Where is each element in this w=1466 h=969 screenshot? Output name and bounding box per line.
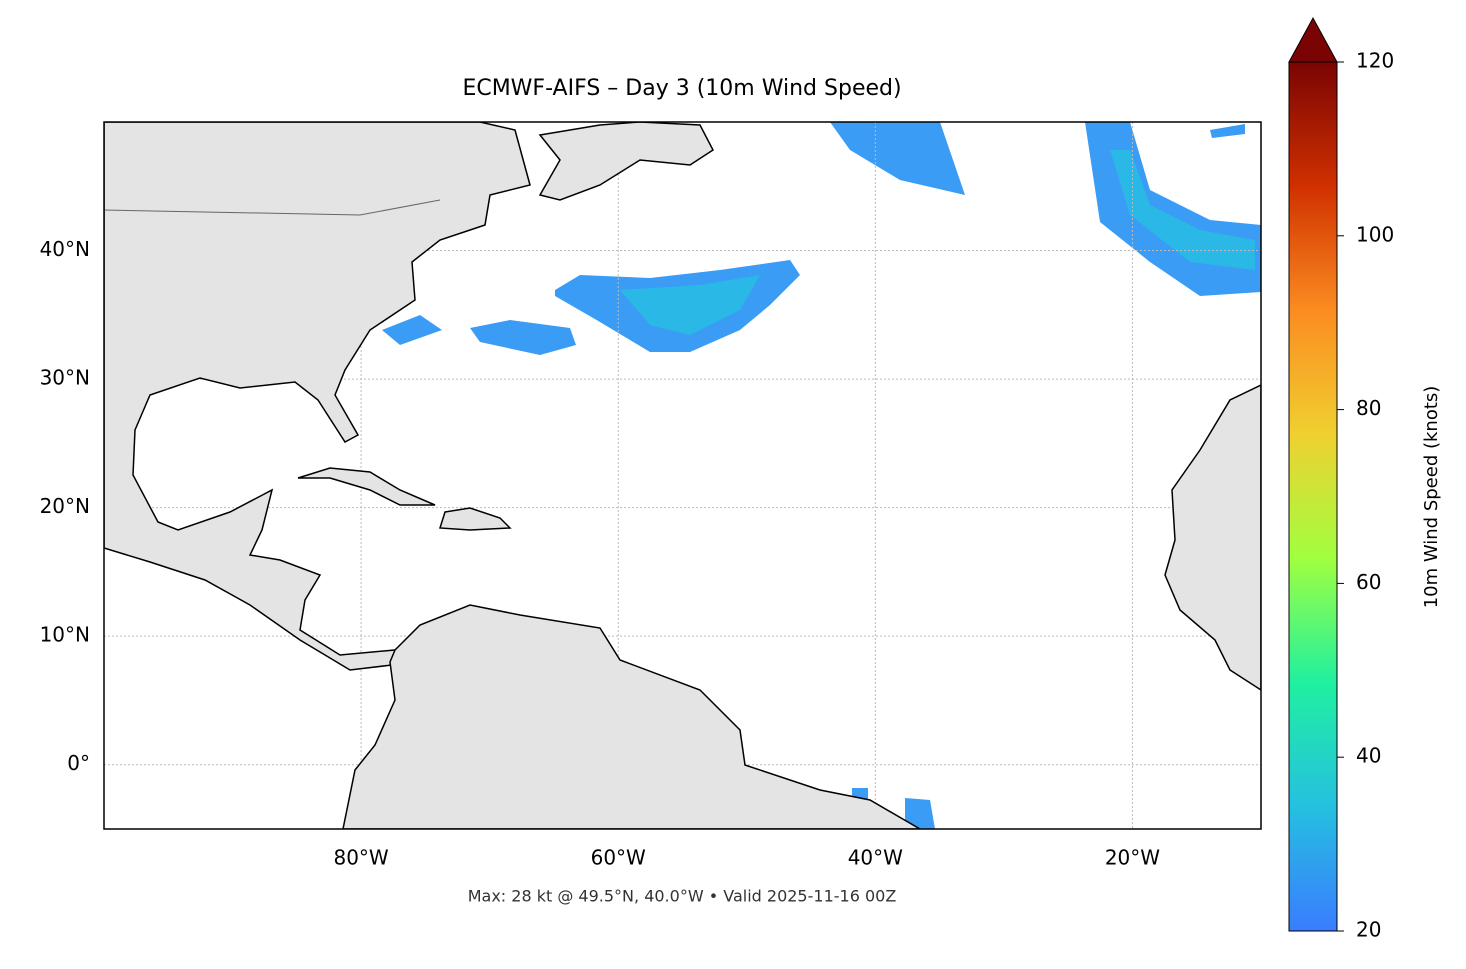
wind-patch xyxy=(382,315,442,345)
wind-patch xyxy=(830,122,965,195)
colorbar-tick-label: 20 xyxy=(1356,918,1381,942)
wind-patch xyxy=(1210,124,1245,138)
wind-core xyxy=(620,275,760,335)
y-tick-label: 0° xyxy=(67,751,90,775)
footer: Max: 28 kt @ 49.5°N, 40.0°W • Valid 2025… xyxy=(468,887,897,906)
wind-core xyxy=(1110,150,1255,270)
wind-patch xyxy=(905,798,935,829)
chart-title: ECMWF-AIFS – Day 3 (10m Wind Speed) xyxy=(462,76,901,101)
colorbar-tick-label: 60 xyxy=(1356,570,1381,594)
map xyxy=(104,122,1261,829)
y-tick-label: 40°N xyxy=(40,237,90,261)
cuba xyxy=(297,467,436,506)
borders xyxy=(104,199,441,216)
colorbar-tick-label: 80 xyxy=(1356,396,1381,420)
wind-patch xyxy=(470,320,576,355)
hispaniola xyxy=(439,507,512,531)
colorbar xyxy=(1288,61,1338,932)
africa xyxy=(1164,384,1261,691)
y-tick-label: 10°N xyxy=(40,623,90,647)
map-frame xyxy=(103,121,1262,830)
x-tick-label: 20°W xyxy=(1105,846,1160,870)
colorbar-extend xyxy=(1288,16,1338,63)
colorbar-label: 10m Wind Speed (knots) xyxy=(1421,386,1442,609)
colorbar-tick-label: 120 xyxy=(1356,49,1394,73)
x-tick-label: 80°W xyxy=(333,846,388,870)
colorbar-tick-label: 40 xyxy=(1356,744,1381,768)
north-america xyxy=(104,122,531,671)
south-america xyxy=(342,604,922,829)
y-tick-label: 30°N xyxy=(40,366,90,390)
newfoundland xyxy=(538,122,714,201)
x-tick-label: 40°W xyxy=(848,846,903,870)
y-tick-label: 20°N xyxy=(40,494,90,518)
wind-patch xyxy=(1085,122,1261,296)
x-tick-label: 60°W xyxy=(591,846,646,870)
colorbar-tick-label: 100 xyxy=(1356,222,1394,246)
